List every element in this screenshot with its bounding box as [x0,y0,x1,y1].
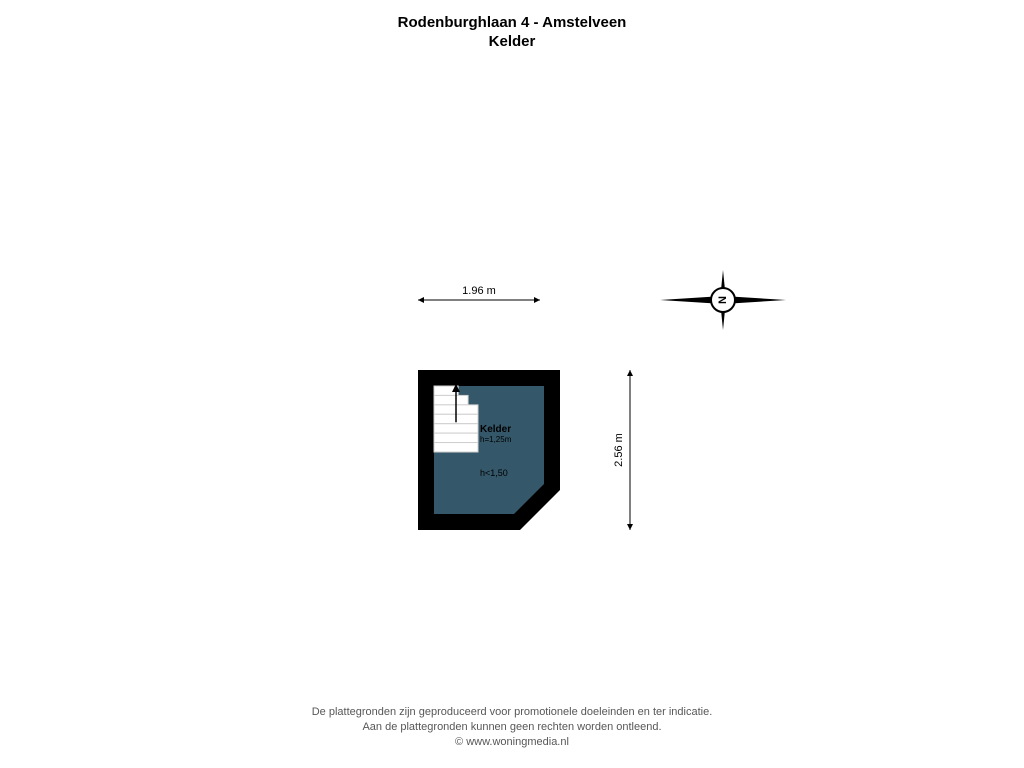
room-name-label: Kelder [480,424,511,435]
footer-line-3: © www.woningmedia.nl [0,735,1024,750]
footer-line-2: Aan de plattegronden kunnen geen rechten… [0,720,1024,735]
footer: De plattegronden zijn geproduceerd voor … [0,705,1024,750]
room-height-label-2: h<1,50 [480,468,508,478]
dimension-top-label: 1.96 m [462,285,496,297]
dimension-right: 2.56 m [613,370,633,530]
footer-line-1: De plattegronden zijn geproduceerd voor … [0,705,1024,720]
compass-letter: N [717,296,729,304]
dimension-top-arrow-right [534,297,540,303]
dimension-right-arrow-top [627,370,633,376]
dimension-top-arrow-left [418,297,424,303]
compass-icon: N [660,270,786,330]
room-height-label-1: h=1,25m [480,435,512,444]
dimension-right-label: 2.56 m [613,433,625,467]
dimension-right-arrow-bottom [627,524,633,530]
page: Rodenburghlaan 4 - Amstelveen Kelder N 1… [0,0,1024,768]
floorplan-canvas: N 1.96 m 2.56 m Kelder h=1,25m h<1,50 [0,0,1024,768]
floorplan: Kelder h=1,25m h<1,50 [418,370,560,530]
dimension-top: 1.96 m [418,285,540,303]
